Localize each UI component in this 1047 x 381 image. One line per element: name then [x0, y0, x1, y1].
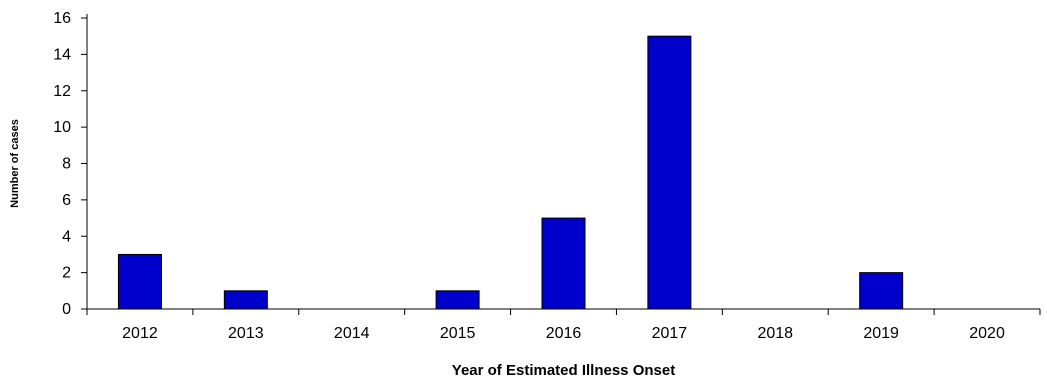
- y-tick-label: 10: [53, 119, 71, 136]
- bar-2019: [859, 272, 904, 310]
- x-tick-label-2016: 2016: [546, 325, 582, 342]
- x-axis: 2012 2013 2014 2015 2016 2017 2018 2019 2020: [86, 308, 1041, 342]
- x-tick-label-2019: 2019: [863, 325, 899, 342]
- x-axis-title: Year of Estimated Illness Onset: [452, 362, 675, 379]
- y-axis: 0 2 4 6 8 10 12 14 16: [53, 10, 88, 318]
- x-tick-label-2017: 2017: [652, 325, 688, 342]
- y-tick-label: 2: [62, 265, 71, 282]
- y-tick-label: 0: [62, 301, 71, 318]
- bar-2016: [541, 217, 586, 310]
- x-tick-label-2015: 2015: [440, 325, 476, 342]
- x-tick-label-2014: 2014: [334, 325, 370, 342]
- bar-2015: [435, 290, 480, 310]
- y-tick-label: 14: [53, 46, 71, 63]
- y-tick-label: 6: [62, 192, 71, 209]
- x-tick-label-2018: 2018: [757, 325, 793, 342]
- y-tick-label: 12: [53, 83, 71, 100]
- y-tick-label: 16: [53, 10, 71, 27]
- y-tick-label: 4: [62, 228, 71, 245]
- bar-2013: [223, 290, 268, 310]
- bar-2012: [117, 253, 162, 310]
- y-axis-title: Number of cases: [9, 119, 21, 208]
- x-tick-label-2012: 2012: [122, 325, 158, 342]
- bar-2017: [647, 35, 692, 310]
- x-tick-label-2013: 2013: [228, 325, 264, 342]
- x-tick-label-2020: 2020: [969, 325, 1005, 342]
- bars: [117, 35, 904, 310]
- y-tick-label: 8: [62, 156, 71, 173]
